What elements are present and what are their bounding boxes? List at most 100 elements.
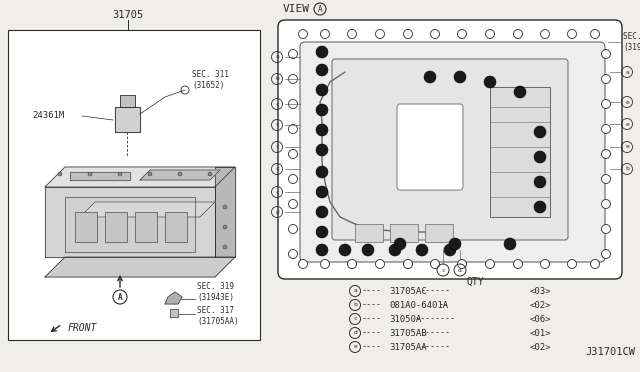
Circle shape: [431, 260, 440, 269]
Circle shape: [444, 244, 456, 256]
Circle shape: [534, 126, 546, 138]
Text: a: a: [353, 289, 357, 294]
Text: d: d: [275, 209, 279, 215]
Text: ----: ----: [362, 286, 382, 295]
Circle shape: [486, 260, 495, 269]
Circle shape: [484, 76, 496, 88]
FancyBboxPatch shape: [300, 42, 605, 262]
Text: SEC. 319
(31943E): SEC. 319 (31943E): [197, 282, 234, 302]
Circle shape: [289, 49, 298, 58]
Circle shape: [458, 260, 467, 269]
Polygon shape: [45, 187, 215, 257]
Circle shape: [602, 150, 611, 158]
Text: e: e: [625, 144, 629, 150]
Text: c: c: [275, 102, 279, 106]
Circle shape: [316, 124, 328, 136]
Circle shape: [602, 199, 611, 208]
Circle shape: [289, 125, 298, 134]
Polygon shape: [45, 257, 235, 277]
Text: e: e: [625, 122, 629, 126]
Text: ------: ------: [420, 286, 451, 295]
Circle shape: [316, 226, 328, 238]
Text: <02>: <02>: [530, 301, 552, 310]
Text: 31705AB: 31705AB: [389, 328, 427, 337]
Circle shape: [591, 29, 600, 38]
Circle shape: [602, 125, 611, 134]
Circle shape: [316, 64, 328, 76]
Text: A: A: [118, 292, 122, 301]
Circle shape: [568, 29, 577, 38]
Circle shape: [513, 29, 522, 38]
Bar: [490, 87, 550, 217]
Circle shape: [504, 238, 516, 250]
Circle shape: [403, 260, 413, 269]
Text: 31705AC: 31705AC: [389, 286, 427, 295]
Circle shape: [513, 260, 522, 269]
Circle shape: [602, 174, 611, 183]
Circle shape: [289, 174, 298, 183]
Circle shape: [321, 260, 330, 269]
Circle shape: [376, 29, 385, 38]
Text: b: b: [275, 77, 279, 81]
Circle shape: [178, 172, 182, 176]
Text: SEC. 311
(31652): SEC. 311 (31652): [192, 70, 229, 90]
Polygon shape: [170, 309, 178, 317]
Circle shape: [289, 74, 298, 83]
Text: c: c: [275, 122, 279, 128]
Circle shape: [316, 206, 328, 218]
Circle shape: [223, 245, 227, 249]
Circle shape: [58, 172, 62, 176]
Circle shape: [289, 99, 298, 109]
Circle shape: [602, 99, 611, 109]
Circle shape: [208, 172, 212, 176]
Text: <01>: <01>: [530, 328, 552, 337]
Circle shape: [148, 172, 152, 176]
Circle shape: [534, 176, 546, 188]
Circle shape: [289, 150, 298, 158]
Circle shape: [431, 29, 440, 38]
Text: b: b: [625, 167, 629, 171]
Circle shape: [289, 250, 298, 259]
Circle shape: [602, 49, 611, 58]
Text: a: a: [625, 70, 629, 74]
Text: 081A0-6401A: 081A0-6401A: [389, 301, 448, 310]
Circle shape: [298, 29, 307, 38]
Text: a: a: [275, 55, 279, 60]
Circle shape: [534, 151, 546, 163]
Circle shape: [88, 172, 92, 176]
Text: b: b: [353, 302, 357, 308]
Polygon shape: [115, 107, 140, 132]
Text: ----: ----: [362, 328, 382, 337]
Circle shape: [389, 244, 401, 256]
Text: A: A: [317, 4, 323, 13]
Text: FRONT: FRONT: [68, 323, 97, 333]
Bar: [355, 224, 383, 242]
Polygon shape: [165, 292, 182, 304]
Text: <03>: <03>: [530, 286, 552, 295]
Circle shape: [394, 238, 406, 250]
Circle shape: [118, 172, 122, 176]
Circle shape: [362, 244, 374, 256]
Circle shape: [348, 29, 356, 38]
Circle shape: [316, 244, 328, 256]
Circle shape: [223, 225, 227, 229]
FancyBboxPatch shape: [278, 20, 622, 279]
Circle shape: [416, 244, 428, 256]
Text: <02>: <02>: [530, 343, 552, 352]
Text: c: c: [275, 189, 279, 195]
Bar: [135, 212, 157, 242]
Circle shape: [449, 238, 461, 250]
Polygon shape: [65, 197, 195, 252]
Circle shape: [316, 104, 328, 116]
Polygon shape: [45, 167, 235, 187]
Text: c: c: [275, 144, 279, 150]
Text: e: e: [625, 99, 629, 105]
Text: ----: ----: [362, 343, 382, 352]
Circle shape: [541, 260, 550, 269]
Circle shape: [591, 260, 600, 269]
FancyBboxPatch shape: [332, 59, 568, 240]
Text: c: c: [353, 317, 357, 321]
Text: --: --: [438, 301, 449, 310]
Text: VIEW: VIEW: [283, 4, 310, 14]
Circle shape: [568, 260, 577, 269]
